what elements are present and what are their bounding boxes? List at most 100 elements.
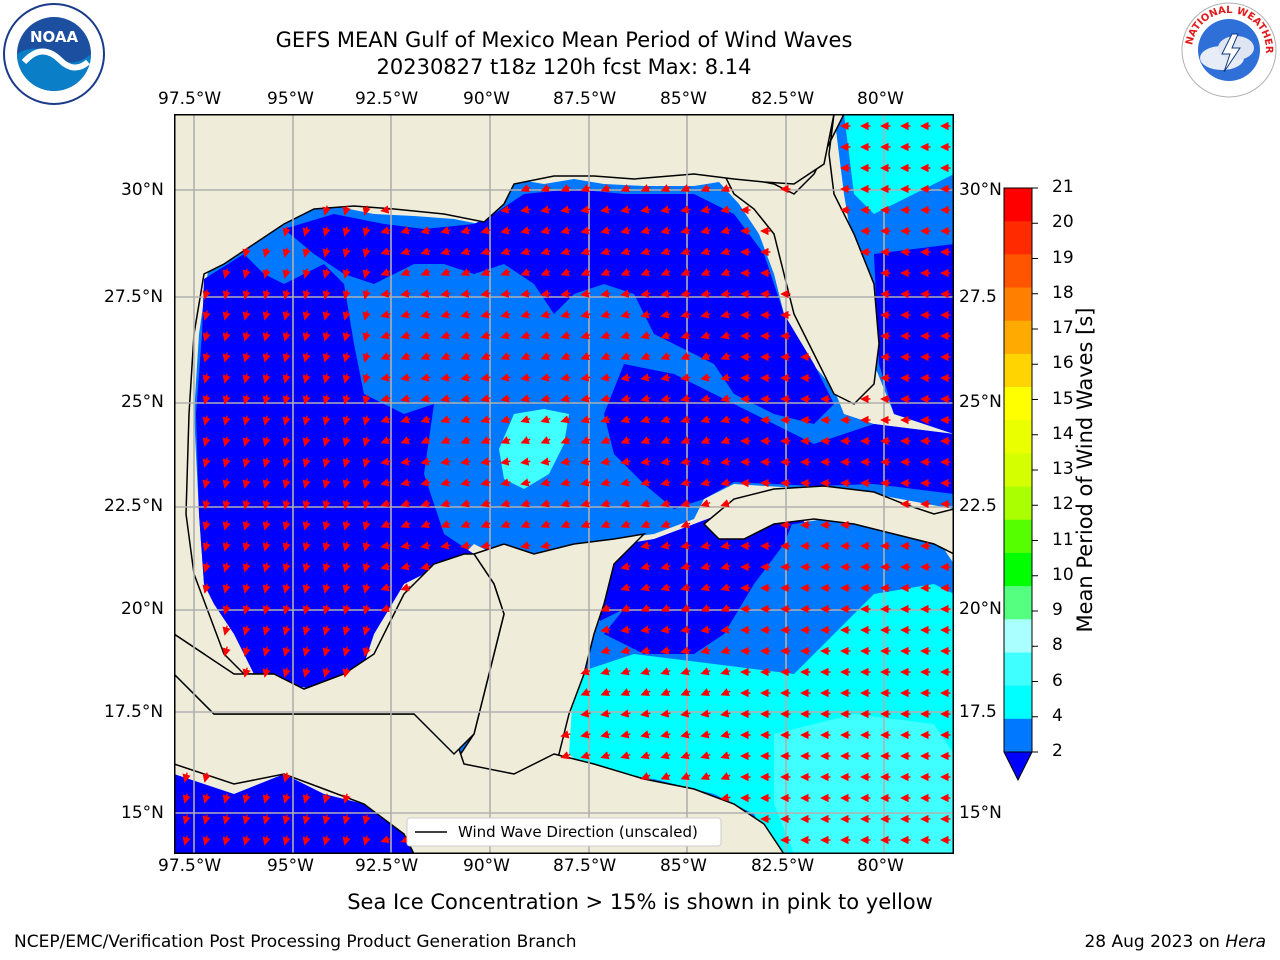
colorbar-tick-label: 15 [1052, 388, 1074, 409]
wind-arrow [380, 289, 391, 298]
wind-arrow [580, 394, 591, 403]
wind-arrow [322, 289, 331, 300]
wind-arrow [202, 289, 211, 300]
wind-arrow [302, 562, 311, 573]
wind-arrow [680, 541, 691, 550]
colorbar-tick-label: 12 [1052, 494, 1074, 515]
wind-arrow [362, 625, 371, 636]
wind-arrow [222, 793, 231, 804]
wind-arrow [460, 415, 471, 424]
wind-arrow [720, 667, 731, 676]
wind-arrow [520, 478, 531, 487]
wind-arrow [660, 352, 671, 360]
wind-arrow [540, 331, 551, 340]
colorbar-band [1004, 619, 1032, 653]
wind-arrow [202, 520, 211, 531]
wind-arrow [540, 457, 551, 466]
wind-arrow [242, 331, 251, 342]
wind-arrow [660, 772, 671, 780]
wind-arrow [202, 394, 211, 405]
wind-arrow [380, 562, 391, 571]
wind-arrow [500, 478, 511, 487]
wind-arrow [322, 310, 331, 321]
lat-label-left: 17.5°N [104, 702, 164, 722]
wind-arrow [520, 331, 531, 340]
lat-label-left: 30°N [121, 180, 164, 200]
wind-arrow [480, 478, 491, 487]
wind-arrow [262, 289, 271, 300]
wind-arrow [520, 394, 531, 403]
wind-arrow [262, 625, 271, 636]
colorbar-tick-label: 19 [1052, 247, 1074, 268]
wind-arrow [720, 772, 731, 780]
wind-arrow [322, 667, 331, 678]
wind-arrow [342, 457, 351, 468]
wind-arrow [600, 373, 611, 382]
wind-arrow [400, 499, 411, 508]
wind-arrow [660, 457, 671, 466]
wind-arrow [680, 247, 691, 256]
wind-arrow [242, 541, 251, 552]
wind-arrow [720, 583, 731, 592]
lon-label-top: 90°W [463, 89, 510, 109]
wind-arrow [720, 310, 731, 319]
wind-arrow [342, 520, 351, 531]
wind-arrow [660, 226, 671, 235]
wind-arrow [380, 226, 391, 235]
lat-label-left: 20°N [121, 599, 164, 619]
wind-arrow [640, 688, 651, 696]
ocean-low-east [604, 364, 954, 509]
wind-arrow [202, 562, 211, 573]
wind-arrow [362, 835, 371, 846]
wind-arrow [182, 772, 191, 783]
wind-arrow [322, 373, 331, 384]
wind-arrow [282, 541, 291, 552]
colorbar-bands [1004, 188, 1032, 753]
wind-arrow [202, 478, 211, 489]
wind-arrow [560, 331, 571, 340]
wind-arrow [720, 247, 731, 256]
wind-arrow [440, 310, 451, 319]
lon-label-top: 80°W [857, 89, 904, 109]
wind-arrow [600, 331, 611, 340]
wind-arrow [540, 268, 551, 276]
wind-arrow [202, 310, 211, 321]
wind-arrow [222, 268, 231, 279]
lon-label-top: 85°W [660, 89, 707, 109]
wind-arrow [620, 331, 631, 340]
wind-arrow [302, 331, 311, 342]
wind-arrow [680, 373, 691, 382]
wind-arrow [680, 709, 691, 718]
wind-arrow [540, 436, 551, 444]
wind-arrow [500, 499, 511, 508]
wind-arrow [202, 541, 211, 552]
wind-arrow [400, 583, 411, 592]
wind-arrow [640, 352, 651, 360]
wind-arrow [660, 583, 671, 592]
wind-arrow [640, 709, 651, 718]
lat-label-left: 15°N [121, 803, 164, 823]
colorbar-band [1004, 685, 1032, 720]
footer-credit: NCEP/EMC/Verification Post Processing Pr… [14, 932, 577, 952]
wind-arrow [322, 520, 331, 531]
lon-label-bottom: 97.5°W [158, 856, 222, 876]
wind-arrow [282, 604, 291, 615]
wind-arrow [342, 604, 351, 615]
wind-arrow [342, 268, 351, 279]
wind-arrow [640, 415, 651, 424]
wind-arrow [262, 562, 271, 573]
wind-arrow [680, 331, 691, 340]
wind-arrow [380, 499, 391, 508]
wind-arrow [540, 415, 551, 424]
wind-arrow [480, 247, 491, 256]
ocean-caribbean-low [604, 519, 794, 654]
wind-arrow [660, 436, 671, 444]
wind-arrow [202, 373, 211, 384]
wind-arrow [362, 520, 371, 531]
wind-arrow [282, 247, 291, 258]
wind-arrow [362, 373, 371, 384]
chart-title: GEFS MEAN Gulf of Mexico Mean Period of … [275, 28, 853, 52]
lat-label-left: 22.5°N [104, 496, 164, 516]
wind-arrow [282, 562, 291, 573]
wind-arrow [362, 436, 371, 447]
